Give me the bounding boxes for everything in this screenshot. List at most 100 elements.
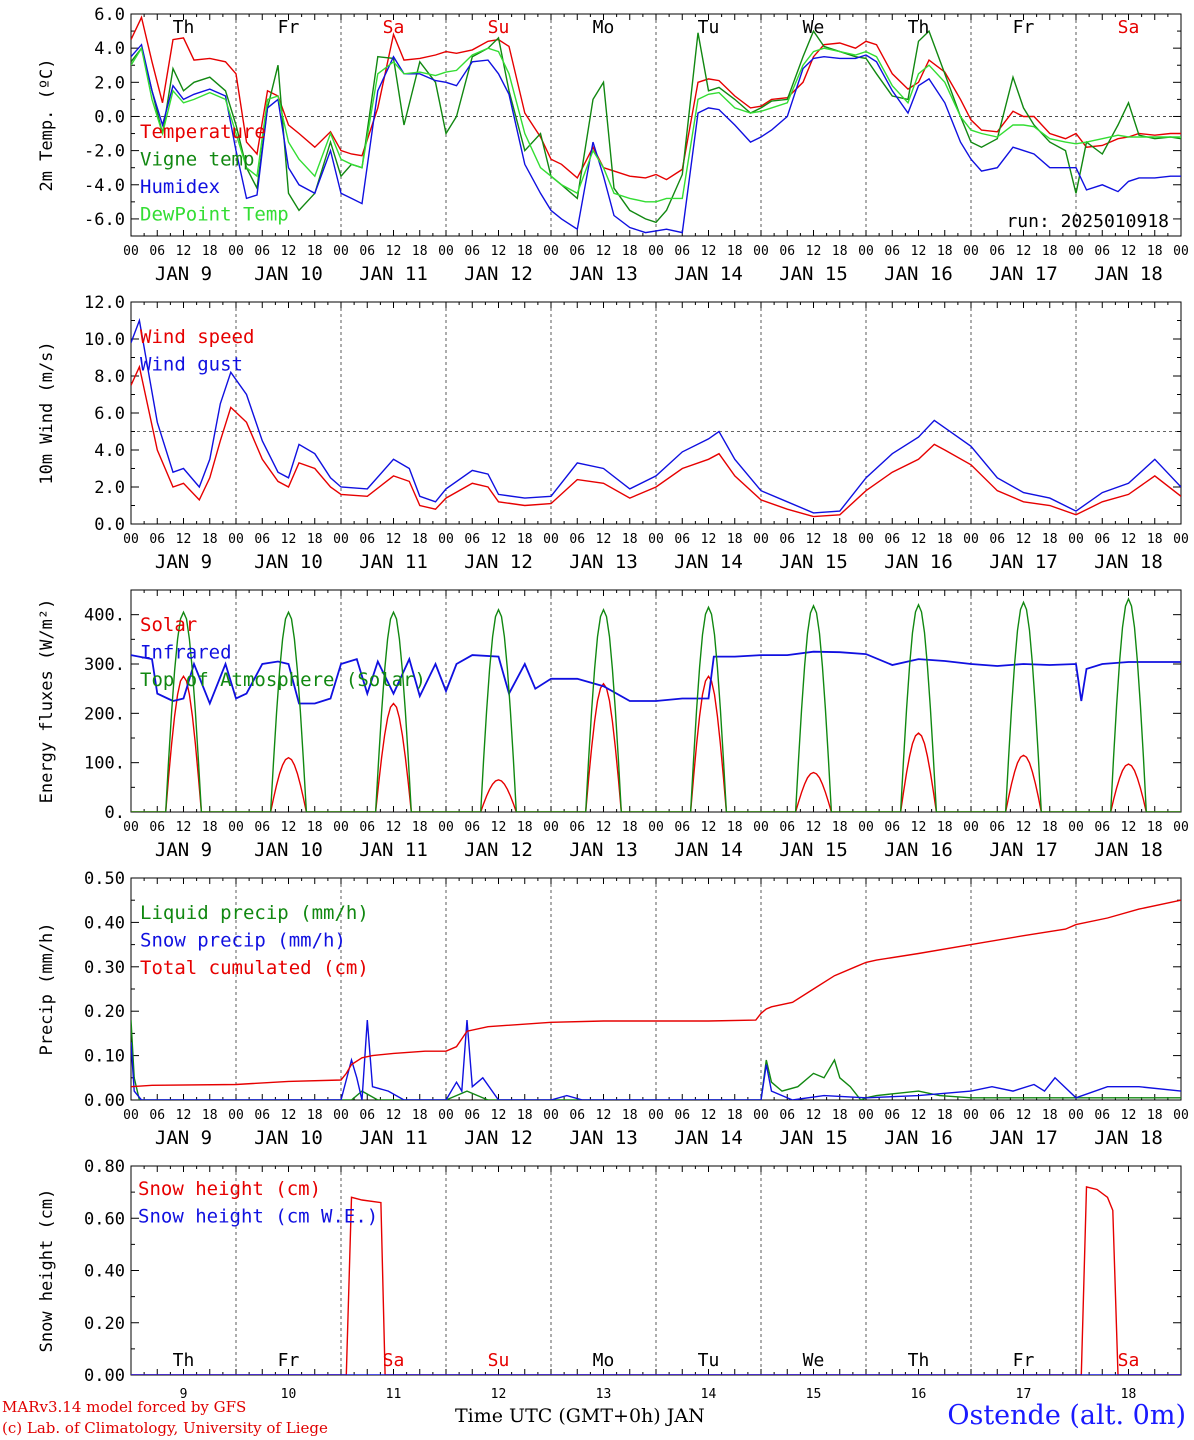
hour-tick-label: 12 [491,244,507,259]
series-infrared [131,650,1181,706]
y-axis-title: Precip (mm/h) [37,922,57,1055]
hour-tick-label: 06 [149,820,165,835]
y-axis-title: 2m Temp. (ºC) [37,58,57,191]
legend-entry: Wind gust [140,354,243,376]
hour-tick-label: 06 [989,532,1005,547]
hour-tick-label: 12 [1121,244,1137,259]
legend-entry: Vigne temp [140,149,254,171]
hour-tick-label: 12 [176,532,192,547]
hour-tick-label: 00 [123,244,139,259]
panel-4 [130,877,1182,1101]
date-label: JAN 13 [569,551,638,573]
y-tick-label: 0.0 [94,515,125,535]
series-wind-speed [131,364,1181,518]
weekday-label: Fr [1013,17,1035,38]
date-label: JAN 16 [884,551,953,573]
y-tick-label: 2.0 [94,73,125,93]
hour-tick-label: 12 [1121,1108,1137,1123]
hour-tick-label: 06 [989,1108,1005,1123]
date-label: JAN 18 [1094,551,1163,573]
hour-tick-label: 00 [333,244,349,259]
hour-tick-label: 06 [884,244,900,259]
hour-tick-label: 06 [254,820,270,835]
y-axis-title: Snow height (cm) [37,1189,57,1353]
day-number-label: 18 [1121,1387,1137,1400]
hour-tick-label: 12 [491,820,507,835]
hour-tick-label: 12 [386,532,402,547]
hour-tick-label: 18 [307,532,323,547]
hour-tick-label: 06 [569,244,585,259]
hour-tick-label: 18 [307,244,323,259]
date-label: JAN 11 [359,1127,428,1149]
hour-tick-label: 00 [858,1108,874,1123]
hour-tick-label: 00 [1173,532,1189,547]
date-label: JAN 18 [1094,263,1163,285]
hour-tick-label: 12 [806,244,822,259]
hour-tick-label: 00 [753,532,769,547]
date-label: JAN 15 [779,263,848,285]
date-label: JAN 17 [989,1127,1058,1149]
hour-tick-label: 18 [1042,244,1058,259]
hour-tick-label: 00 [1068,1108,1084,1123]
hour-tick-label: 00 [648,532,664,547]
y-tick-label: 100. [84,754,125,774]
date-label: JAN 12 [464,1127,533,1149]
hour-tick-label: 18 [412,820,428,835]
weekday-label: Sa [1118,17,1140,38]
date-label: JAN 10 [254,1127,323,1149]
hour-tick-label: 18 [727,1108,743,1123]
series-total-cumulated-cm [131,899,1181,1088]
hour-tick-label: 12 [701,1108,717,1123]
y-tick-label: 0.00 [84,1091,125,1111]
date-label: JAN 11 [359,551,428,573]
hour-tick-label: 12 [596,532,612,547]
hour-tick-label: 18 [1042,820,1058,835]
hour-tick-label: 00 [963,1108,979,1123]
hour-tick-label: 06 [254,1108,270,1123]
hour-tick-label: 18 [412,1108,428,1123]
hour-tick-label: 00 [1068,532,1084,547]
legend-entry: Snow height (cm) [138,1178,321,1200]
hour-tick-label: 06 [254,244,270,259]
hour-tick-label: 00 [228,244,244,259]
date-label: JAN 17 [989,263,1058,285]
y-tick-label: -6.0 [84,210,125,230]
day-number-label: 11 [386,1387,402,1400]
hour-tick-label: 18 [1147,820,1163,835]
date-label: JAN 11 [359,263,428,285]
station-label: Ostende (alt. 0m) [947,1400,1186,1431]
hour-tick-label: 00 [123,532,139,547]
series-top-of-atmosphere-solar [131,597,1181,812]
weekday-label: We [803,17,825,38]
hour-tick-label: 06 [464,820,480,835]
hour-tick-label: 00 [1173,244,1189,259]
weekday-label: Tu [698,1350,720,1371]
day-number-label: 15 [806,1387,822,1400]
y-tick-label: 200. [84,704,125,724]
hour-tick-label: 00 [228,820,244,835]
legend-entry: Snow precip (mm/h) [140,930,346,952]
date-label: JAN 14 [674,263,743,285]
hour-tick-label: 06 [1094,820,1110,835]
y-tick-label: 6.0 [94,404,125,424]
model-credit: MARv3.14 model forced by GFS [2,1398,247,1416]
hour-tick-label: 18 [412,532,428,547]
hour-tick-label: 00 [753,1108,769,1123]
hour-tick-label: 00 [963,244,979,259]
series-snow-height-cm [131,1186,1181,1375]
hour-tick-label: 00 [333,532,349,547]
hour-tick-label: 18 [1147,244,1163,259]
hour-tick-label: 18 [1147,532,1163,547]
y-tick-label: 400. [84,606,125,626]
hour-tick-label: 12 [386,244,402,259]
hour-tick-label: 00 [438,820,454,835]
hour-tick-label: 12 [1121,532,1137,547]
date-label: JAN 14 [674,1127,743,1149]
series-wind-gust [131,317,1181,514]
hour-tick-label: 18 [727,532,743,547]
day-number-label: 16 [911,1387,927,1400]
hour-tick-label: 12 [596,1108,612,1123]
date-label: JAN 12 [464,551,533,573]
hour-tick-label: 18 [622,532,638,547]
hour-tick-label: 06 [569,820,585,835]
